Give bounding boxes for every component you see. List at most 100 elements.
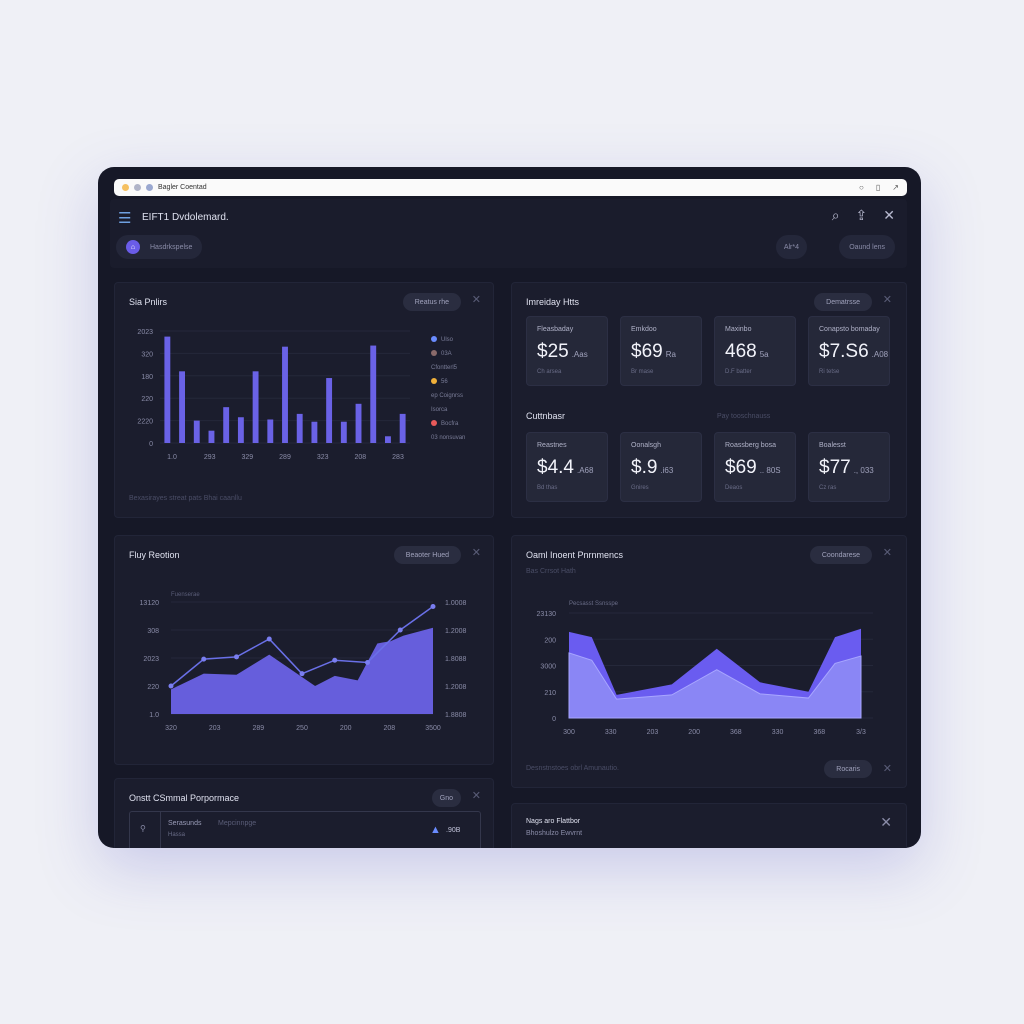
panel-button[interactable]: Reatus rhe <box>402 293 461 311</box>
kpi-value-number: $69 <box>725 457 757 478</box>
dashboard-button[interactable]: Oaund lens <box>839 235 895 259</box>
data-point <box>299 671 305 677</box>
close-icon[interactable]: ✕ <box>471 547 481 559</box>
kpi-value-suffix: .A08 <box>871 350 889 359</box>
close-icon[interactable]: ✕ <box>882 294 892 306</box>
search-icon[interactable]: ⌕ <box>831 207 840 223</box>
series-label: Pecsasst Ssnsspe <box>569 601 619 607</box>
kpi-sublabel: D.F batter <box>725 369 752 375</box>
kpi-card[interactable]: Fleasbaday $25 .Aas Ch arsea <box>526 316 608 386</box>
area-series <box>171 627 433 714</box>
kpi-value-suffix: ., 033 <box>853 466 874 475</box>
section-subtitle: Pay tooschnauss <box>717 413 771 420</box>
upload-icon[interactable]: ⇪ <box>855 207 868 223</box>
table-row[interactable]: ⚲ Serasunds Hassa Mepcinnpge ▲ .90B <box>129 811 481 848</box>
kpi-value-suffix: .Aas <box>571 350 588 359</box>
panel-footer: Desnstnstoes obrl Amunautio. <box>526 765 619 772</box>
kpi-card[interactable]: Roassberg bosa $69.. 80S Deaos <box>714 432 796 502</box>
panel-button[interactable]: Beaoter Hued <box>393 546 461 564</box>
x-tick-label: 3/3 <box>856 729 866 736</box>
bar <box>355 403 362 443</box>
kpi-label: Reastnes <box>537 442 567 449</box>
kpi-sublabel: Ch arsea <box>537 369 562 375</box>
kpi-value: $7.S6 .A08 <box>819 341 888 363</box>
legend-label: ep Coignrss <box>431 393 464 399</box>
y2-tick-label: 1.0008 <box>445 600 467 607</box>
row-value: .90B <box>446 827 461 834</box>
user-pill[interactable]: ⌂ Hasdrkspelse <box>116 235 203 259</box>
kpi-card[interactable]: Reastnes $4.4 .A68 Bd thas <box>526 432 608 502</box>
series-label: Fuenserae <box>171 592 200 598</box>
y-tick-label: 320 <box>141 351 153 358</box>
close-icon[interactable]: ✕ <box>882 547 892 559</box>
panel-button[interactable]: Gno <box>431 789 461 807</box>
x-tick-label: 330 <box>605 729 617 736</box>
records-button[interactable]: Rocaris <box>824 760 872 778</box>
kpi-card[interactable]: Conapsto bomaday $7.S6 .A08 Ri tetse <box>808 316 890 386</box>
x-tick-label: 368 <box>813 729 825 736</box>
close-icon[interactable]: ✕ <box>471 790 481 802</box>
y2-tick-label: 1.2008 <box>445 628 467 635</box>
kpi-value-suffix: 5a <box>759 350 769 359</box>
kpi-value-number: $7.S6 <box>819 341 869 362</box>
bar <box>252 371 259 443</box>
alert-label: Alr*4 <box>783 243 799 251</box>
line-chart: 1.0 220 2023 308 13120 1.8808 1.2008 1.8088 1.20… <box>140 592 467 732</box>
expand-icon[interactable]: ↗ <box>892 183 899 192</box>
alert-button[interactable]: Alr*4 <box>775 235 807 259</box>
x-tick-label: 208 <box>354 454 366 461</box>
y-tick-label: 2023 <box>137 329 153 336</box>
kpi-card[interactable]: Boalesst $77., 033 Cz ras <box>808 432 890 502</box>
legend-swatch <box>431 350 437 357</box>
close-icon[interactable]: ✕ <box>883 207 895 223</box>
y-tick-label: 2023 <box>143 656 159 663</box>
app-title: EIFT1 Dvdolemard. <box>142 212 229 223</box>
close-icon[interactable]: ✕ <box>880 814 892 830</box>
data-point <box>397 627 403 633</box>
bar <box>164 336 171 443</box>
triangle-up-icon: ▲ <box>430 824 441 836</box>
bar <box>193 420 200 443</box>
window-dot-icon[interactable] <box>134 184 141 191</box>
legend-label: Ulso <box>441 337 454 343</box>
kpi-label: Oonalsgh <box>631 442 661 449</box>
row-column: Mepcinnpge <box>218 820 257 827</box>
performance-panel: Onstt CSmmal Porpormace Gno ✕ ⚲ Serasund… <box>114 778 494 848</box>
legend-item: 03 nonsuvan <box>431 431 465 445</box>
bar <box>296 413 303 443</box>
panel-button[interactable]: Coondarese <box>809 546 872 564</box>
close-icon[interactable]: ✕ <box>882 763 892 775</box>
row-sublabel: Hassa <box>168 832 186 838</box>
y2-tick-label: 1.2008 <box>445 684 467 691</box>
kpi-card[interactable]: Emkdoo $69 Ra Br mase <box>620 316 702 386</box>
kpi-label: Maxinbo <box>725 326 752 333</box>
window-dot-icon[interactable] <box>146 184 153 191</box>
x-tick-label: 329 <box>241 454 253 461</box>
bar-chart: 0 2220 220 180 320 2023 1.0 293 329 289 323 208 283 <box>137 329 410 461</box>
x-tick-label: 289 <box>252 725 264 732</box>
panel-title: Imreiday Htts <box>526 297 580 307</box>
data-point <box>168 683 174 689</box>
hamburger-icon[interactable]: ☰ <box>118 210 132 227</box>
share-icon[interactable]: ▯ <box>875 183 881 192</box>
browser-address-bar[interactable]: Bagler Coentad ○ ▯ ↗ <box>114 179 907 196</box>
window-dot-icon[interactable] <box>122 184 129 191</box>
kpi-value: $4.4 .A68 <box>537 457 593 479</box>
search-icon[interactable]: ○ <box>859 183 864 192</box>
kpi-card[interactable]: Maxinbo 468 5a D.F batter <box>714 316 796 386</box>
kpi-card[interactable]: Oonalsgh $.9 .i63 Gnires <box>620 432 702 502</box>
close-icon[interactable]: ✕ <box>471 294 481 306</box>
bar <box>385 436 391 443</box>
data-point <box>332 657 338 663</box>
y-tick-label: 210 <box>544 690 556 697</box>
kpi-value: $69.. 80S <box>725 457 781 479</box>
kpi-label: Emkdoo <box>631 326 657 333</box>
legend-item: Bocfra <box>431 417 465 431</box>
bar <box>311 421 318 443</box>
y-tick-label: 0 <box>552 716 556 723</box>
line-chart-panel: Fluy Reotion Beaoter Hued ✕ 1.0 220 2023 30… <box>114 535 494 765</box>
panel-button[interactable]: Dematrsse <box>814 293 872 311</box>
kpi-value: 468 5a <box>725 341 769 363</box>
x-tick-label: 250 <box>296 725 308 732</box>
y-tick-label: 3000 <box>540 664 556 671</box>
